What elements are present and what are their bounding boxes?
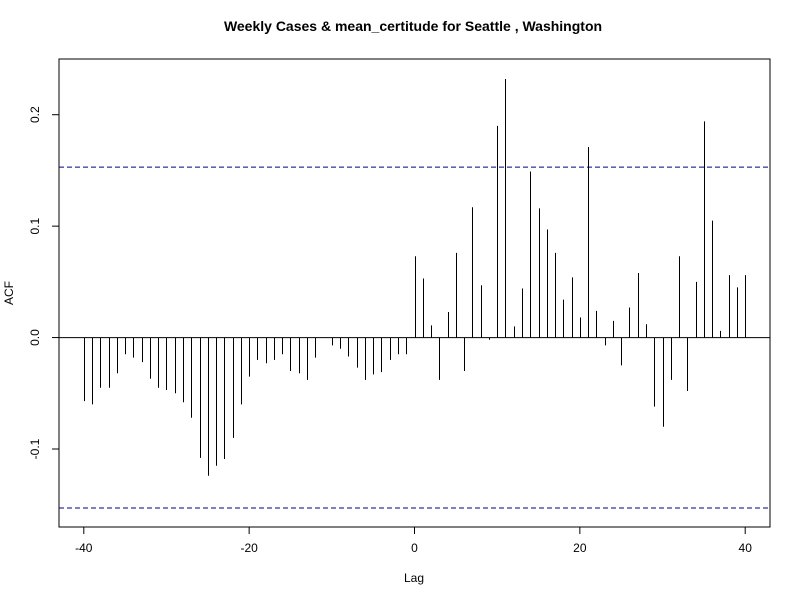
x-tick-label: 20 [573,541,587,555]
x-tick-label: -20 [240,541,258,555]
acf-bars [84,79,746,476]
chart-title: Weekly Cases & mean_certitude for Seattl… [224,18,602,34]
y-tick-label: -0.1 [28,438,42,459]
y-axis: -0.1 0.0 0.1 0.2 [28,106,60,459]
y-axis-label: ACF [2,281,16,305]
y-tick-label: 0.1 [28,217,42,234]
plot-frame [58,58,771,528]
x-axis-label: Lag [404,571,424,585]
y-tick-label: 0.2 [28,106,42,123]
x-tick-label: 0 [411,541,418,555]
y-tick-label: 0.0 [28,329,42,346]
x-tick-label: -40 [75,541,93,555]
confidence-bounds [59,166,770,509]
x-tick-label: 40 [739,541,753,555]
x-axis: -40 -20 0 20 40 [75,526,753,555]
